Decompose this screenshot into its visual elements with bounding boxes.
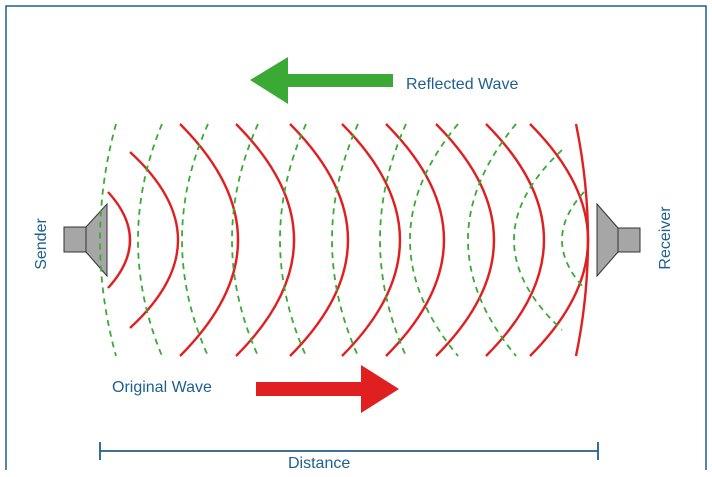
original-wave-arc <box>179 123 240 357</box>
original-wave-arc <box>485 123 546 357</box>
original-wave-arc <box>435 123 496 357</box>
frame-border <box>5 5 707 470</box>
reflected-wave-arc <box>561 191 585 289</box>
reflected-wave-arc <box>331 123 359 357</box>
original-wave-arc <box>574 123 590 357</box>
reflected-wave-arc <box>137 123 163 357</box>
distance-label: Distance <box>288 455 351 472</box>
reflected-wave-arc <box>231 123 259 357</box>
original-wave-arc <box>529 123 590 357</box>
original-arrow-icon <box>256 365 399 413</box>
original-wave-arc <box>107 191 132 289</box>
reflected-wave-arc <box>409 123 459 357</box>
sender-label: Sender <box>33 218 50 270</box>
reflected-wave-group <box>99 123 585 357</box>
distance-line <box>99 442 599 460</box>
receiver-label: Receiver <box>657 206 674 270</box>
original-wave-arc <box>129 151 180 329</box>
reflected-arrow-icon <box>250 57 393 104</box>
reflected-wave-arc <box>467 123 517 357</box>
original-wave-label: Original Wave <box>112 379 212 396</box>
original-wave-arc <box>235 123 296 357</box>
original-wave-arc <box>385 123 446 357</box>
reflected-wave-arc <box>379 123 407 357</box>
reflected-wave-label: Reflected Wave <box>406 76 519 93</box>
sender-speaker-icon <box>63 202 108 278</box>
reflected-wave-arc <box>181 123 209 357</box>
original-wave-arc <box>289 123 350 357</box>
reflected-wave-arc <box>513 149 563 331</box>
original-wave-group <box>107 123 590 357</box>
receiver-speaker-icon <box>596 202 641 278</box>
original-wave-arc <box>341 123 402 357</box>
